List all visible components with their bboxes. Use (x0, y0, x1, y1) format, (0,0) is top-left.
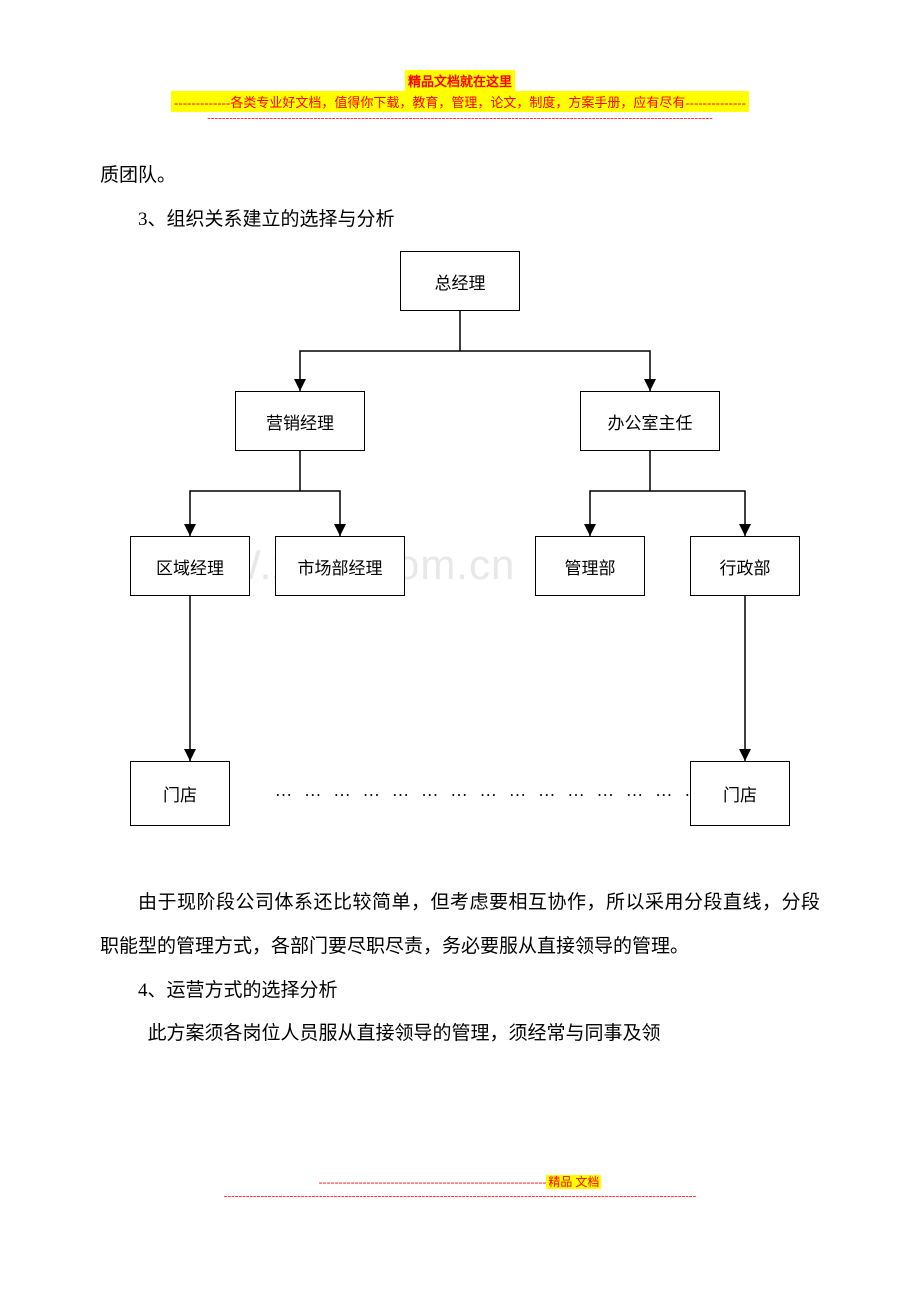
header-dash: ----------------------------------------… (100, 112, 820, 124)
page-footer: ----------------------------------------… (0, 1173, 920, 1202)
heading-3: 3、组织关系建立的选择与分析 (100, 198, 820, 242)
org-node: 门店 (690, 761, 790, 826)
org-node: 营销经理 (235, 391, 365, 451)
org-node: 门店 (130, 761, 230, 826)
paragraph-continuation: 质团队。 (100, 154, 820, 198)
header-subtitle: -------------各类专业好文档，值得你下载，教育，管理，论文，制度，方… (171, 91, 749, 112)
page-header: 精品文档就在这里 -------------各类专业好文档，值得你下载，教育，管… (100, 70, 820, 124)
header-title: 精品文档就在这里 (405, 70, 515, 91)
footer-line: ----------------------------------------… (0, 1173, 920, 1190)
org-node: 管理部 (535, 536, 645, 596)
org-node: 区域经理 (130, 536, 250, 596)
org-chart: WWW.zixin.com.cn 总经理营销经理办公室主任区域经理市场部经理管理… (100, 251, 820, 861)
org-node: 行政部 (690, 536, 800, 596)
org-node: 市场部经理 (275, 536, 405, 596)
footer-dash: ----------------------------------------… (0, 1190, 920, 1202)
heading-4: 4、运营方式的选择分析 (100, 969, 820, 1013)
paragraph-3: 此方案须各岗位人员服从直接领导的管理，须经常与同事及领 (100, 1012, 820, 1056)
org-node: 办公室主任 (580, 391, 720, 451)
paragraph-2: 由于现阶段公司体系还比较简单，但考虑要相互协作，所以采用分段直线，分段职能型的管… (100, 881, 820, 968)
org-node: 总经理 (400, 251, 520, 311)
